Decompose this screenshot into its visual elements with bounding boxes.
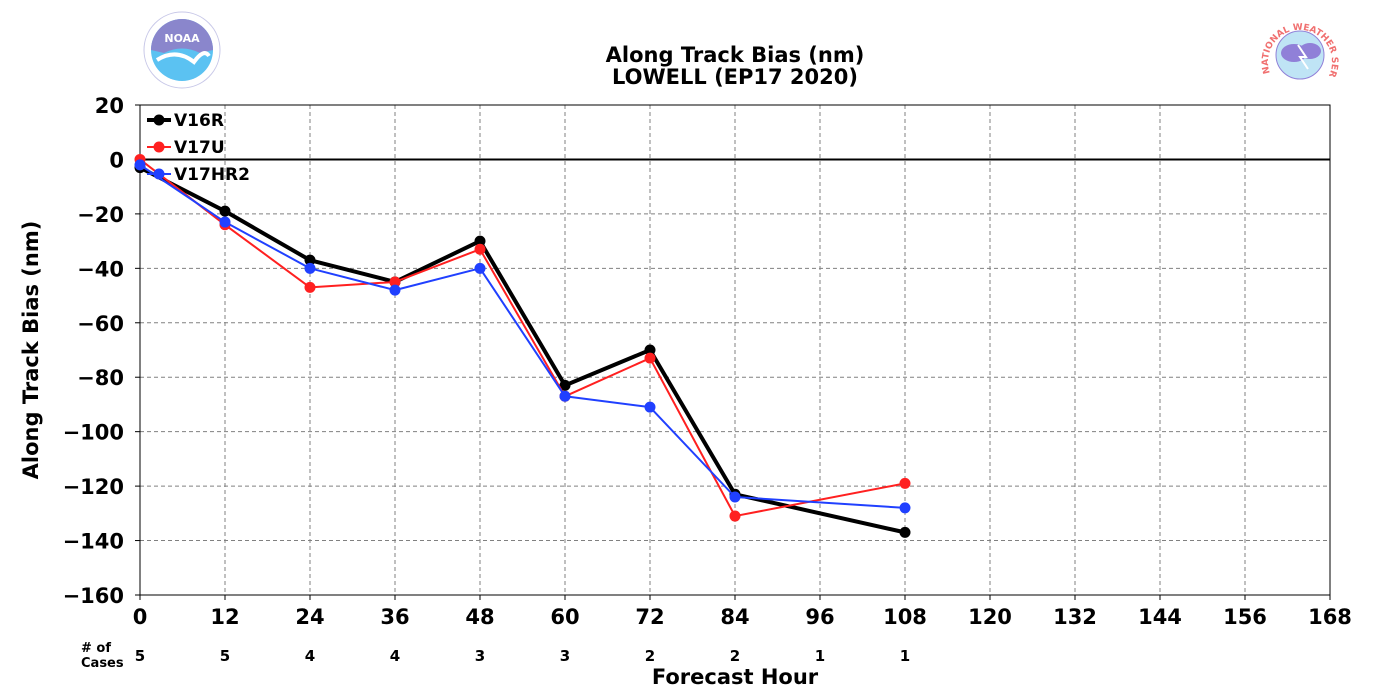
y-tick-label: 20	[95, 94, 124, 118]
data-point	[899, 502, 911, 514]
legend-label: V17HR2	[174, 165, 250, 185]
plot-area: 0 12 24 36 48 60 72 84 96 108 120 132 144 156 168200−2…	[19, 94, 1352, 689]
data-point	[219, 205, 231, 217]
legend-marker	[153, 168, 165, 180]
data-point	[304, 254, 316, 266]
data-point	[474, 243, 486, 255]
series-v17hr2	[134, 159, 911, 514]
x-tick-label: 48	[465, 605, 494, 629]
y-tick-label: −80	[77, 366, 124, 390]
case-count: 2	[730, 647, 740, 665]
legend-label: V16R	[174, 111, 224, 131]
data-point	[389, 276, 401, 288]
data-point	[559, 379, 571, 391]
data-point	[729, 510, 741, 522]
data-point	[304, 281, 316, 293]
chart-subtitle: LOWELL (EP17 2020)	[612, 65, 858, 89]
x-tick-label: 60	[550, 605, 579, 629]
case-count: 1	[815, 647, 825, 665]
data-point	[644, 352, 656, 364]
x-tick-label: 96	[805, 605, 834, 629]
legend-label: V17U	[174, 138, 225, 158]
y-tick-label: −20	[77, 203, 124, 227]
x-tick-label: 36	[380, 605, 409, 629]
data-point	[389, 284, 401, 296]
case-count: 1	[900, 647, 910, 665]
x-tick-label: 12	[210, 605, 239, 629]
case-count: 4	[305, 647, 315, 665]
nws-logo: NATIONAL WEATHER SERVICE	[1261, 19, 1339, 91]
x-tick-label: 132	[1053, 605, 1097, 629]
chart-title: Along Track Bias (nm)	[606, 43, 865, 67]
x-tick-label: 108	[883, 605, 927, 629]
data-point	[644, 401, 656, 413]
case-count: 5	[220, 647, 230, 665]
cases-label-line1: # of	[81, 641, 111, 656]
y-tick-label: 0	[109, 148, 124, 172]
x-tick-label: 84	[720, 605, 749, 629]
case-count: 5	[135, 647, 145, 665]
data-point	[729, 491, 741, 503]
x-tick-label: 120	[968, 605, 1012, 629]
data-point	[219, 216, 231, 228]
legend: V16R V17U V17HR2	[147, 111, 250, 185]
x-tick-label: 24	[295, 605, 324, 629]
case-count: 3	[475, 647, 485, 665]
y-tick-label: −140	[63, 530, 124, 554]
case-count: 2	[645, 647, 655, 665]
cases-label-line2: Cases	[81, 656, 124, 671]
data-point	[304, 262, 316, 274]
x-tick-label: 72	[635, 605, 664, 629]
x-tick-label: 144	[1138, 605, 1182, 629]
legend-marker	[153, 141, 165, 153]
data-point	[899, 526, 911, 538]
data-point	[134, 159, 146, 171]
data-point	[559, 390, 571, 402]
x-tick-label: 168	[1308, 605, 1352, 629]
plot-frame	[139, 104, 1331, 596]
case-count: 4	[390, 647, 400, 665]
noaa-logo: NOAA	[143, 11, 221, 89]
legend-marker	[153, 114, 165, 126]
x-tick-label: 156	[1223, 605, 1267, 629]
noaa-logo-text: NOAA	[164, 32, 200, 45]
data-point	[644, 344, 656, 356]
series-v17u	[134, 153, 911, 522]
y-tick-label: −120	[63, 475, 124, 499]
data-point	[474, 235, 486, 247]
data-point	[899, 477, 911, 489]
x-axis-label: Forecast Hour	[652, 665, 819, 689]
y-axis-label: Along Track Bias (nm)	[19, 221, 43, 480]
data-point	[474, 262, 486, 274]
case-count: 3	[560, 647, 570, 665]
y-tick-label: −60	[77, 312, 124, 336]
y-tick-label: −100	[63, 421, 124, 445]
x-tick-label: 0	[133, 605, 148, 629]
y-tick-label: −40	[77, 257, 124, 281]
y-tick-label: −160	[63, 584, 124, 608]
